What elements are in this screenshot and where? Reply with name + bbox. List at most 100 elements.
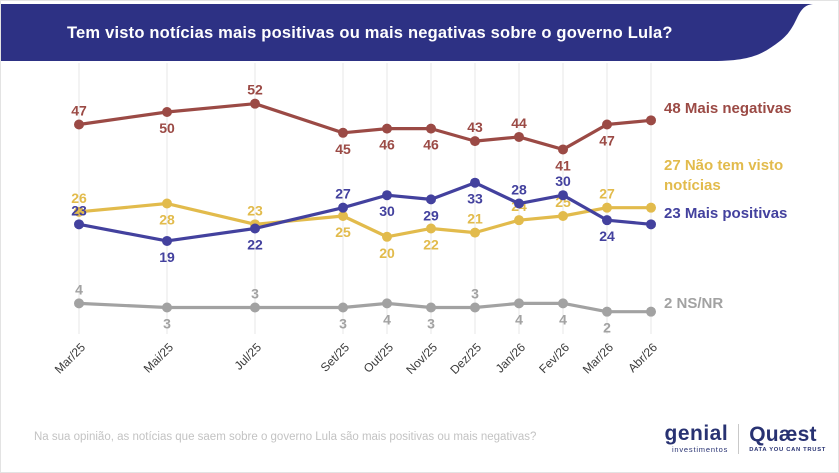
data-point: [470, 136, 480, 147]
value-label: 28: [159, 212, 175, 228]
value-label: 4: [515, 311, 523, 327]
value-label: 21: [467, 211, 483, 227]
data-point: [338, 202, 348, 213]
data-point: [74, 206, 84, 217]
data-point: [602, 306, 612, 317]
quaest-subtext: DATA YOU CAN TRUST: [749, 447, 826, 453]
value-label: 23: [247, 202, 263, 218]
series-n-o-tem-visto-not-cias: 26282325202221242527: [71, 186, 656, 261]
x-tick-label: Jan/26: [493, 340, 529, 376]
logo-divider: [738, 423, 740, 454]
value-label: 29: [423, 207, 439, 223]
data-point: [514, 131, 524, 142]
end-label-mais-positivas: 23 Mais positivas: [664, 205, 788, 223]
genial-logo: genial investimentos: [665, 423, 729, 454]
data-point: [514, 198, 524, 209]
data-point: [338, 211, 348, 221]
data-point: [646, 219, 656, 230]
x-tick-label: Nov/25: [403, 340, 440, 377]
value-label: 47: [599, 132, 615, 148]
value-label: 46: [379, 137, 395, 153]
data-point: [74, 298, 84, 309]
data-point: [426, 123, 436, 134]
data-point: [602, 215, 612, 226]
data-point: [74, 119, 84, 130]
data-point: [338, 127, 348, 138]
value-label: 24: [599, 228, 615, 244]
series-mais-negativas: 47 50 52 45 46 46 43 44 41 47: [71, 82, 656, 173]
data-point: [426, 302, 436, 313]
data-point: [558, 298, 568, 309]
data-point: [250, 302, 260, 313]
banner-shape: [1, 4, 813, 61]
data-point: [338, 302, 348, 313]
data-point: [74, 219, 84, 230]
x-tick-label: Dez/25: [447, 340, 484, 377]
genial-wordmark: genial: [664, 422, 729, 445]
value-label: 30: [555, 173, 571, 189]
x-tick-label: Out/25: [361, 340, 397, 376]
data-point: [426, 194, 436, 205]
data-point: [558, 211, 568, 221]
data-point: [470, 302, 480, 313]
page-title: Tem visto notícias mais positivas ou mai…: [67, 24, 673, 42]
data-point: [162, 235, 172, 246]
end-label-n-o-tem-visto-not-cias: 27 Não tem visto notícias: [664, 156, 784, 194]
data-point: [382, 298, 392, 309]
value-label: 27: [335, 186, 351, 202]
value-label: 28: [511, 182, 527, 198]
data-point: [558, 190, 568, 201]
data-point: [514, 298, 524, 309]
value-label: 20: [379, 245, 395, 261]
value-label: 22: [247, 236, 263, 252]
value-label: 33: [467, 191, 483, 207]
value-label: 2: [603, 320, 611, 336]
value-label: 3: [471, 286, 479, 302]
logos: genial investimentos Quæst DATA YOU CAN …: [665, 423, 826, 454]
data-point: [514, 215, 524, 226]
data-point: [426, 223, 436, 234]
data-point: [162, 107, 172, 117]
x-tick-label: Mar/25: [52, 340, 89, 377]
x-tick-label: Mar/26: [580, 340, 617, 377]
value-label: 43: [467, 119, 483, 135]
data-point: [558, 144, 568, 155]
value-label: 3: [163, 316, 171, 332]
value-label: 46: [423, 137, 439, 153]
data-point: [646, 202, 656, 213]
x-tick-label: Jul/25: [232, 340, 265, 373]
value-label: 41: [555, 157, 571, 173]
data-point: [382, 123, 392, 134]
data-point: [470, 177, 480, 188]
data-point: [602, 202, 612, 213]
x-tick-label: Mai/25: [141, 340, 177, 376]
value-label: 19: [159, 249, 175, 265]
data-point: [382, 190, 392, 201]
end-label-mais-negativas: 48 Mais negativas: [664, 100, 792, 118]
value-label: 23: [71, 202, 87, 218]
data-point: [646, 115, 656, 126]
value-label: 27: [599, 186, 615, 202]
genial-subtext: investimentos: [671, 445, 729, 454]
value-label: 3: [251, 286, 259, 302]
end-label-ns-nr: 2 NS/NR: [664, 294, 724, 312]
x-tick-label: Set/25: [318, 340, 353, 375]
quaest-wordmark: Quæst: [749, 423, 817, 446]
series-mais-positivas: 23 19 22 27 30 29 33 28 30 24: [71, 173, 656, 265]
value-label: 3: [339, 316, 347, 332]
value-label: 47: [71, 102, 87, 118]
value-label: 25: [335, 224, 351, 240]
data-point: [250, 223, 260, 234]
title-banner: [1, 4, 813, 61]
quaest-logo: Quæst DATA YOU CAN TRUST: [749, 424, 826, 453]
data-point: [470, 227, 480, 238]
value-label: 4: [383, 311, 391, 327]
value-label: 50: [159, 120, 175, 136]
data-point: [382, 231, 392, 242]
data-point: [162, 302, 172, 313]
value-label: 52: [247, 82, 263, 98]
data-point: [646, 306, 656, 317]
x-tick-label: Fev/26: [536, 340, 572, 376]
